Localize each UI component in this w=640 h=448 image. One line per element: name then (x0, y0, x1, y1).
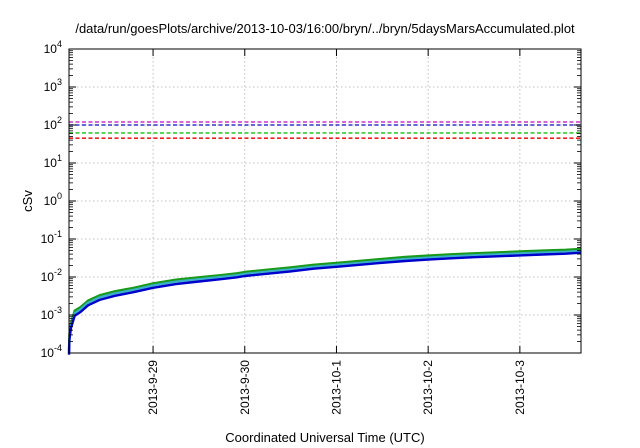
x-tick-label: 2013-10-2 (421, 360, 435, 415)
series-line (67, 251, 582, 355)
y-tick-label: 10-1 (41, 229, 62, 246)
series-line (67, 249, 582, 354)
y-tick-label: 10-3 (41, 305, 62, 322)
x-axis-title: Coordinated Universal Time (UTC) (225, 430, 424, 445)
x-tick-label: 2013-9-29 (146, 360, 160, 415)
x-tick-label: 2013-10-1 (329, 360, 343, 415)
y-tick-label: 10-4 (41, 343, 62, 360)
y-tick-labels: 10-4 10-3 10-2 10-1 100 101 102 103 104 (41, 39, 62, 360)
data-series (67, 247, 582, 355)
x-tick-labels: 2013-9-29 2013-9-30 2013-10-1 2013-10-2 2013… (146, 360, 527, 415)
y-axis-title: cSv (20, 190, 35, 212)
y-tick-label: 104 (44, 39, 62, 56)
axis-ticks (69, 48, 581, 354)
y-tick-label: 102 (44, 115, 62, 132)
x-tick-label: 2013-10-3 (513, 360, 527, 415)
grid (69, 49, 581, 353)
reference-lines (69, 121, 581, 139)
x-tick-label: 2013-9-30 (238, 360, 252, 415)
y-tick-label: 10-2 (41, 267, 62, 284)
y-tick-label: 100 (44, 191, 62, 208)
chart-title: /data/run/goesPlots/archive/2013-10-03/1… (75, 21, 575, 36)
y-tick-label: 101 (44, 153, 62, 170)
series-line (67, 247, 582, 351)
y-tick-label: 103 (44, 77, 62, 94)
